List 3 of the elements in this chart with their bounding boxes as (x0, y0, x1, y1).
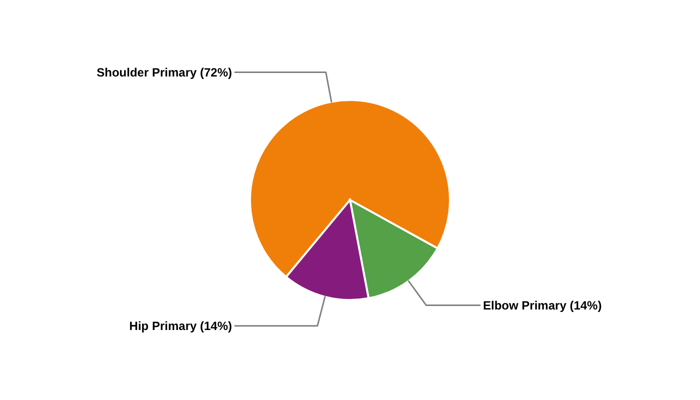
slice-label: Shoulder Primary (72%) (96, 65, 232, 80)
slice-label: Hip Primary (14%) (129, 318, 232, 333)
slice-label: Elbow Primary (14%) (483, 298, 602, 312)
